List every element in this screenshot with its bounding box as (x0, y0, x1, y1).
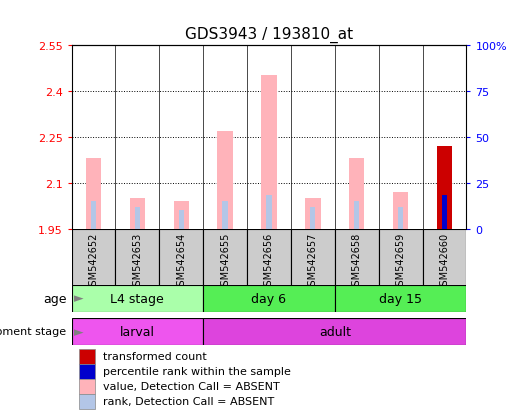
Text: rank, Detection Call = ABSENT: rank, Detection Call = ABSENT (103, 396, 275, 406)
Text: L4 stage: L4 stage (110, 292, 164, 305)
Bar (354, 202, 359, 229)
Bar (217, 131, 233, 229)
Text: GSM542655: GSM542655 (220, 232, 230, 292)
Bar (80, 349, 95, 364)
FancyBboxPatch shape (335, 229, 378, 289)
FancyBboxPatch shape (247, 229, 291, 289)
Bar (393, 192, 408, 229)
Text: day 15: day 15 (379, 292, 422, 305)
Text: adult: adult (319, 325, 351, 338)
Bar (86, 159, 101, 229)
Bar (173, 202, 189, 229)
Bar (349, 159, 365, 229)
Bar (179, 211, 184, 229)
Text: value, Detection Call = ABSENT: value, Detection Call = ABSENT (103, 382, 280, 392)
Bar (80, 379, 95, 394)
Text: GSM542660: GSM542660 (439, 232, 449, 291)
Text: larval: larval (120, 325, 155, 338)
Bar (203, 285, 335, 312)
Text: ►: ► (74, 325, 84, 338)
Bar (80, 364, 95, 379)
Bar (310, 208, 315, 229)
Bar (135, 208, 140, 229)
FancyBboxPatch shape (422, 229, 466, 289)
Text: transformed count: transformed count (103, 351, 207, 361)
Bar (72, 285, 203, 312)
Bar (91, 202, 96, 229)
Bar (335, 285, 466, 312)
Bar (130, 199, 145, 229)
Text: day 6: day 6 (251, 292, 287, 305)
FancyBboxPatch shape (378, 229, 422, 289)
Bar (261, 76, 277, 229)
FancyBboxPatch shape (160, 229, 203, 289)
Text: GSM542656: GSM542656 (264, 232, 274, 291)
Text: GSM542659: GSM542659 (395, 232, 405, 291)
Bar (80, 394, 95, 408)
Title: GDS3943 / 193810_at: GDS3943 / 193810_at (185, 26, 353, 43)
Text: age: age (43, 292, 66, 305)
Bar (398, 208, 403, 229)
Text: GSM542657: GSM542657 (308, 232, 318, 292)
Text: development stage: development stage (0, 326, 66, 337)
FancyBboxPatch shape (116, 229, 160, 289)
FancyBboxPatch shape (203, 229, 247, 289)
FancyBboxPatch shape (291, 229, 335, 289)
Text: ►: ► (74, 292, 84, 305)
Bar (203, 318, 466, 345)
Bar (223, 202, 228, 229)
Text: GSM542658: GSM542658 (352, 232, 361, 291)
Text: GSM542654: GSM542654 (176, 232, 186, 291)
Text: GSM542652: GSM542652 (89, 232, 99, 292)
Bar (305, 199, 321, 229)
Bar (442, 195, 447, 229)
Bar (267, 195, 271, 229)
Bar (72, 318, 203, 345)
FancyBboxPatch shape (72, 229, 116, 289)
Text: GSM542653: GSM542653 (132, 232, 143, 291)
Text: percentile rank within the sample: percentile rank within the sample (103, 366, 291, 376)
Bar (437, 147, 452, 229)
